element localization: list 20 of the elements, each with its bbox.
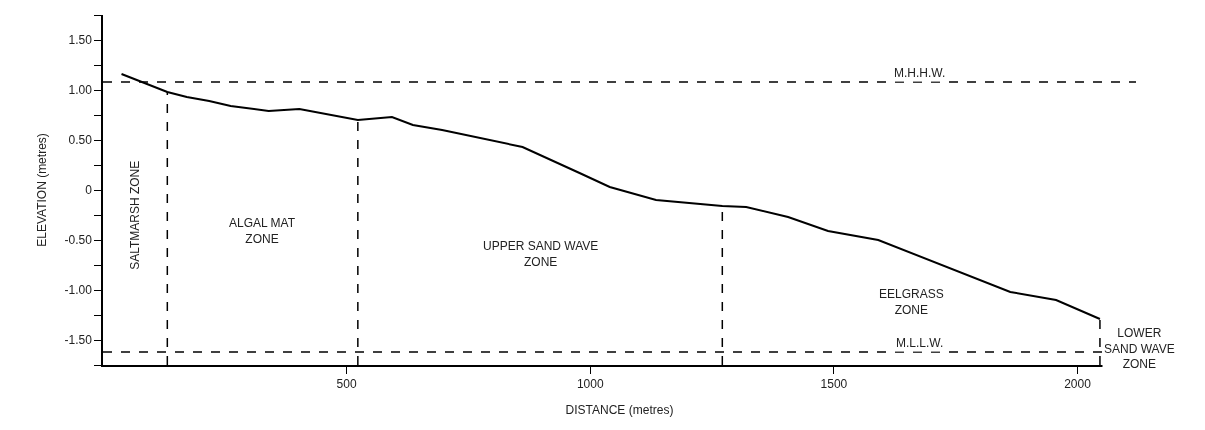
annotation: UPPER SAND WAVE ZONE (483, 239, 599, 269)
y-tick-label: -1.00 (64, 283, 93, 298)
annotation: EELGRASS ZONE (879, 287, 944, 317)
x-axis-title: DISTANCE (metres) (565, 402, 674, 417)
y-tick-label: 1.50 (68, 33, 93, 48)
y-axis-title: ELEVATION (metres) (35, 133, 50, 247)
y-tick-label: -0.50 (64, 233, 93, 248)
ref-line-label: M.L.L.W. (896, 336, 944, 350)
x-tick-label: 1500 (820, 377, 848, 392)
y-tick-label: -1.50 (64, 333, 93, 348)
x-tick-label: 1000 (576, 377, 604, 392)
ref-line-label: M.H.H.W. (894, 66, 946, 80)
x-tick-label: 500 (336, 377, 357, 392)
annotation: ALGAL MAT ZONE (229, 216, 296, 246)
x-tick-label: 2000 (1064, 377, 1092, 392)
annotation: SALTMARSH ZONE (128, 160, 143, 270)
y-tick-label: 0 (85, 183, 93, 198)
annotation: LOWER SAND WAVE ZONE (1104, 326, 1175, 372)
y-tick-label: 0.50 (68, 133, 93, 148)
y-tick-label: 1.00 (68, 83, 93, 98)
